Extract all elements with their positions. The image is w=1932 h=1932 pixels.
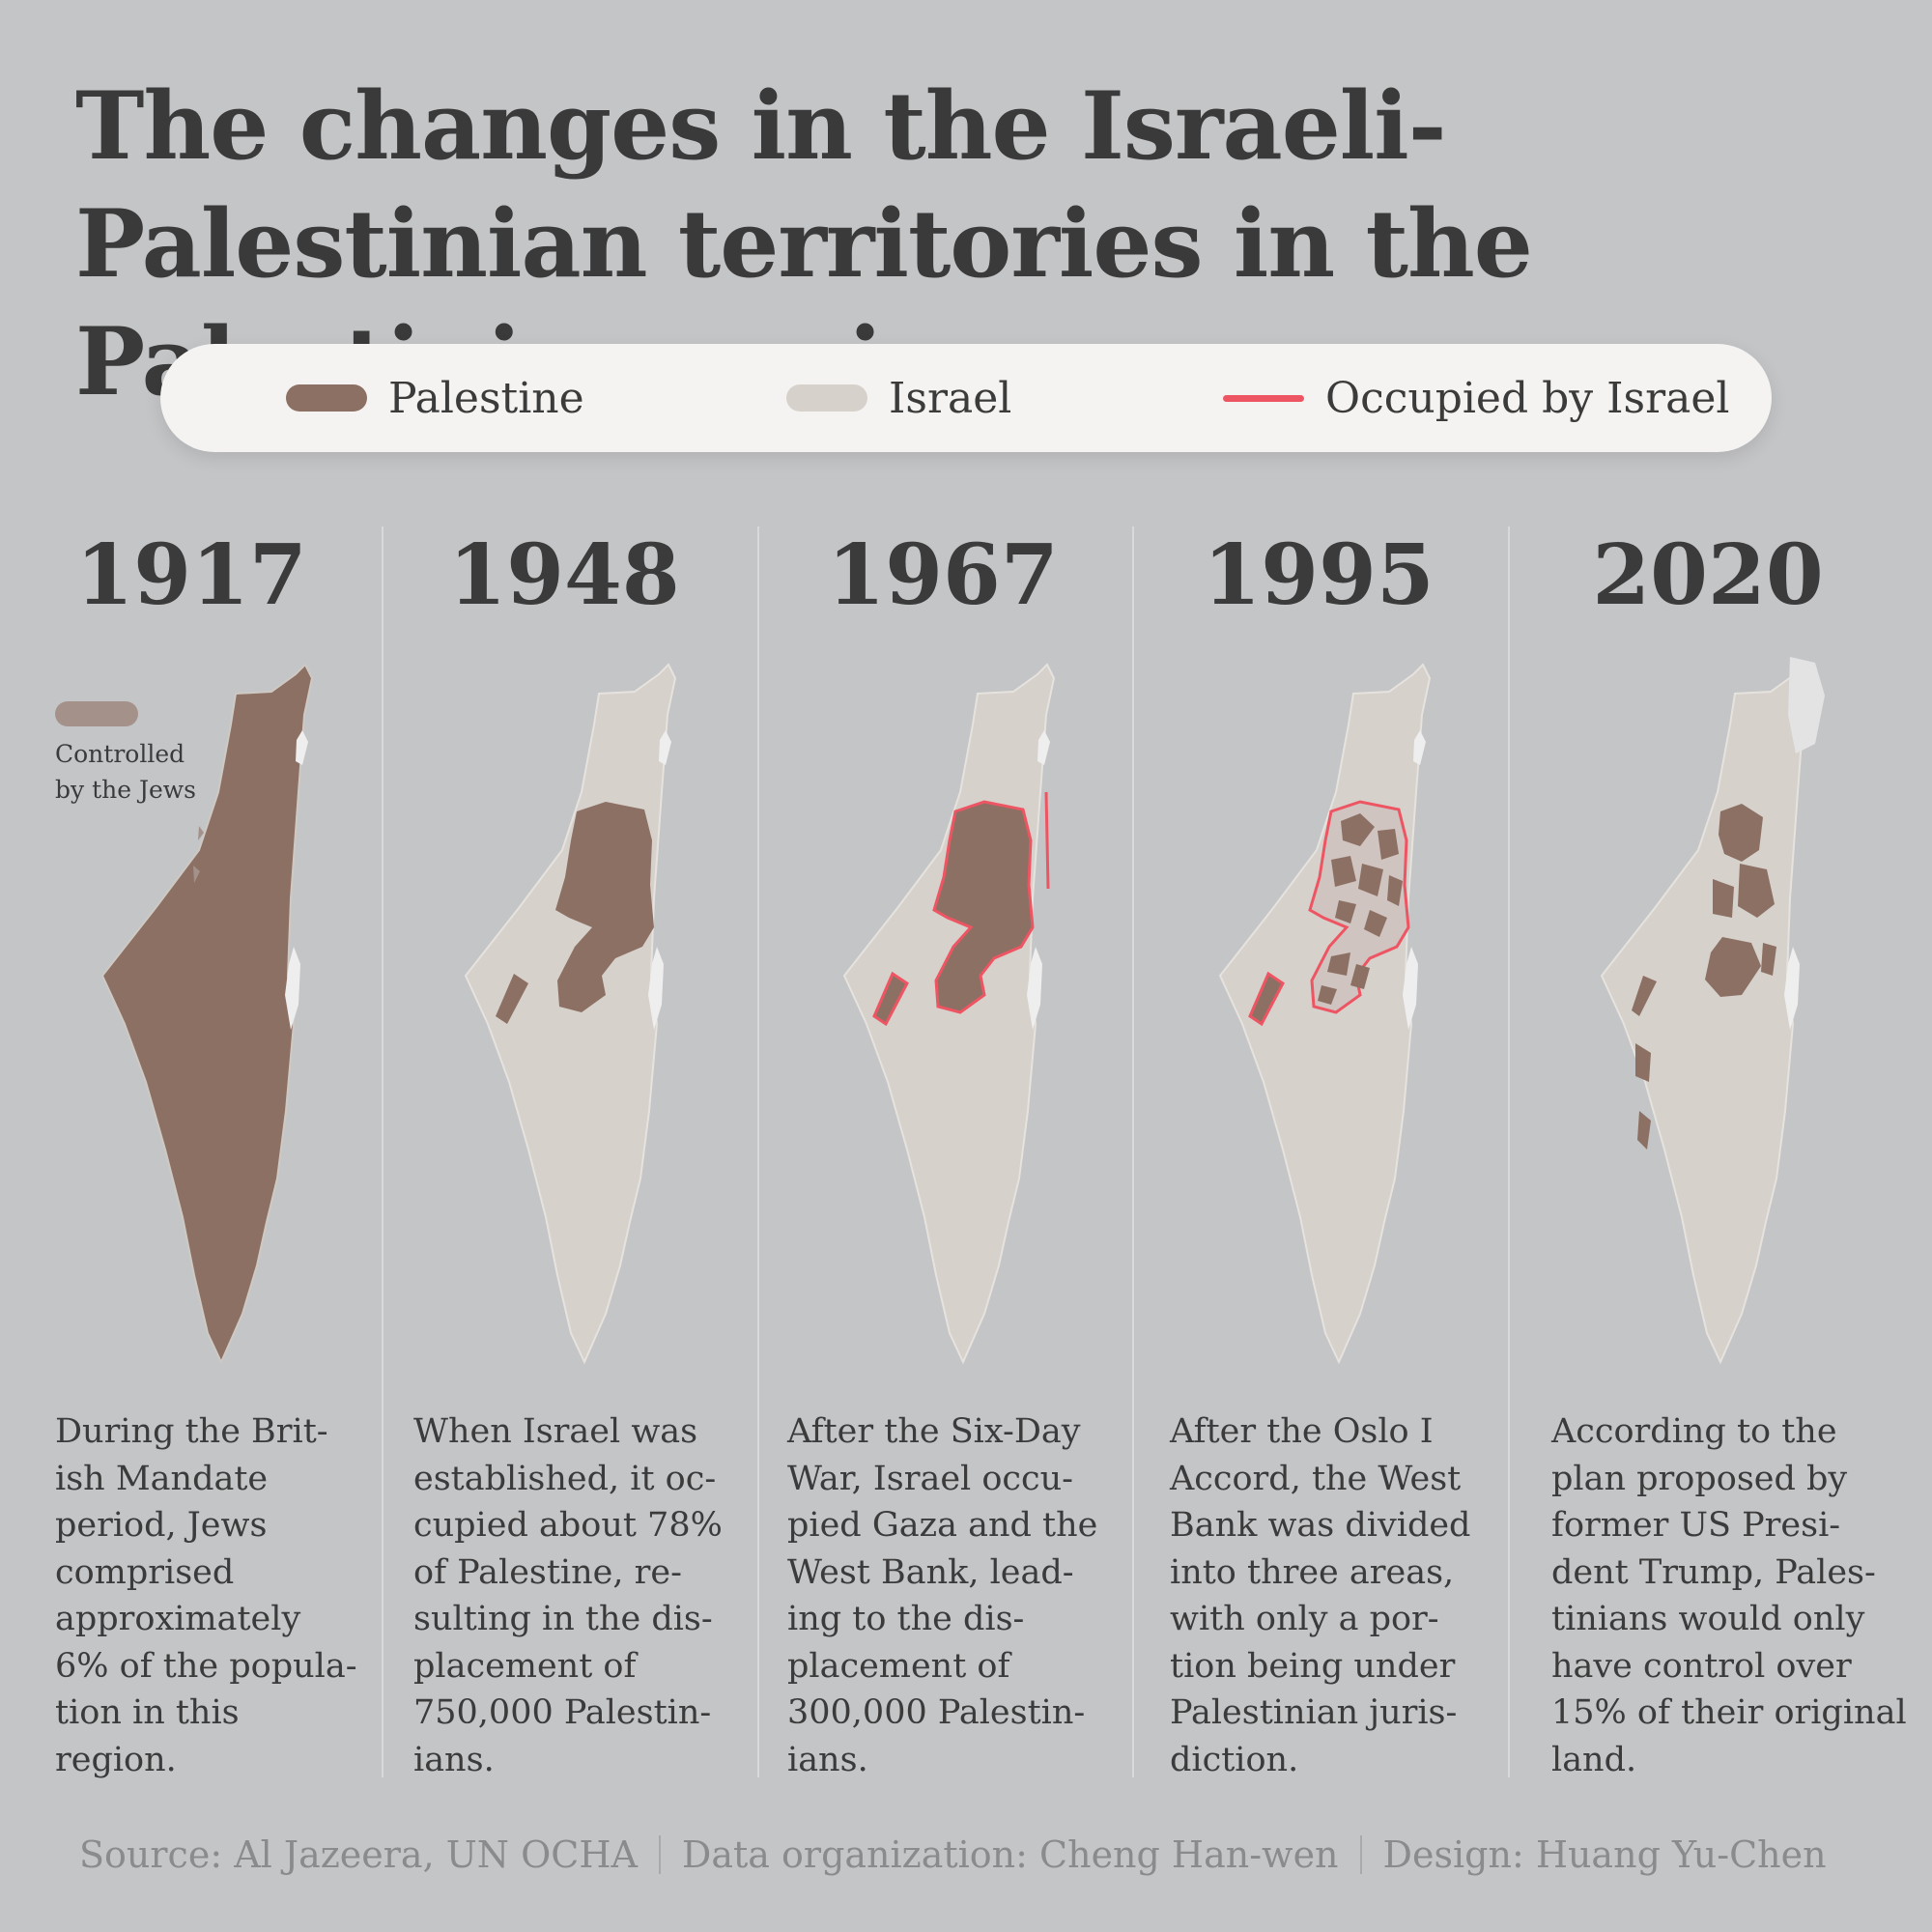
description-1917: During the Brit- ish Mandate period, Jew… bbox=[55, 1412, 357, 1779]
map-1948 bbox=[465, 664, 676, 1363]
description-1948: When Israel was established, it oc- cupi… bbox=[413, 1412, 723, 1779]
footer-separator bbox=[1359, 1835, 1362, 1874]
column-divider bbox=[1132, 526, 1134, 1777]
occupied-swatch bbox=[1223, 394, 1304, 402]
israel-swatch bbox=[786, 384, 867, 412]
map-1995 bbox=[1219, 664, 1431, 1363]
legend-item-israel: Israel bbox=[786, 344, 1011, 452]
footer-separator bbox=[658, 1835, 661, 1874]
column-divider bbox=[1508, 526, 1510, 1777]
legend-item-palestine: Palestine bbox=[286, 344, 584, 452]
design-credit-text: Design: Huang Yu-Chen bbox=[1382, 1833, 1827, 1876]
jewish-controlled-note: Controlled by the Jews bbox=[55, 740, 197, 804]
year-label-1967: 1967 bbox=[827, 526, 1059, 624]
year-label-1948: 1948 bbox=[448, 526, 680, 624]
legend-item-occupied: Occupied by Israel bbox=[1223, 344, 1729, 452]
description-2020: According to the plan proposed by former… bbox=[1551, 1412, 1907, 1779]
map-1967 bbox=[843, 664, 1055, 1363]
year-label-1917: 1917 bbox=[75, 526, 307, 624]
map-2020 bbox=[1601, 657, 1825, 1363]
column-divider bbox=[382, 526, 384, 1777]
year-label-1995: 1995 bbox=[1203, 526, 1435, 624]
footer-credits: Source: Al Jazeera, UN OCHA Data organiz… bbox=[79, 1833, 1827, 1876]
jewish-controlled-swatch bbox=[55, 701, 138, 726]
palestine-swatch bbox=[286, 384, 367, 412]
column-divider bbox=[757, 526, 759, 1777]
map-1917 bbox=[101, 664, 313, 1363]
source-text: Source: Al Jazeera, UN OCHA bbox=[79, 1833, 638, 1876]
data-organization-text: Data organization: Cheng Han-wen bbox=[681, 1833, 1339, 1876]
year-label-2020: 2020 bbox=[1592, 526, 1824, 624]
legend: Palestine Israel Occupied by Israel bbox=[160, 344, 1772, 452]
legend-label-occupied: Occupied by Israel bbox=[1325, 373, 1730, 423]
legend-label-palestine: Palestine bbox=[388, 373, 584, 423]
description-1995: After the Oslo I Accord, the West Bank w… bbox=[1170, 1412, 1471, 1779]
legend-label-israel: Israel bbox=[889, 373, 1012, 423]
description-1967: After the Six-Day War, Israel occu- pied… bbox=[787, 1412, 1098, 1779]
